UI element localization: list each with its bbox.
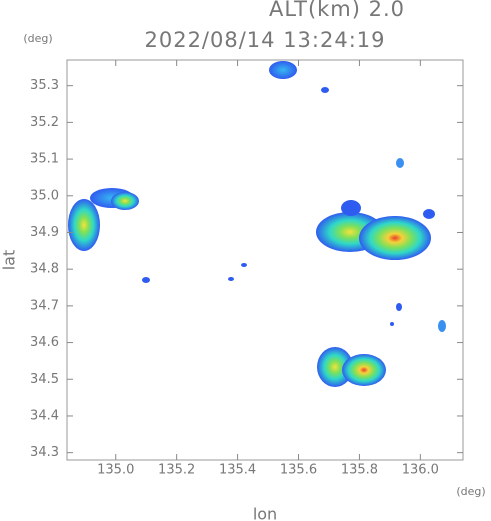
x-axis-label: lon <box>253 505 277 521</box>
x-tick-label: 136.0 <box>402 463 439 478</box>
x-unit: (deg) <box>456 485 485 498</box>
y-tick-label: 35.1 <box>30 152 59 167</box>
x-tick-label: 135.6 <box>280 463 317 478</box>
y-tick-label: 34.7 <box>30 298 59 313</box>
echoes <box>68 61 446 387</box>
y-tick-label: 34.6 <box>30 335 59 350</box>
altitude: ALT(km) 2.0 <box>269 0 405 21</box>
chart-title: 2022/08/14 13:24:19 <box>144 28 385 52</box>
y-tick-label: 35.2 <box>30 115 59 130</box>
y-tick-label: 34.8 <box>30 262 59 277</box>
y-tick-label: 35.3 <box>30 78 59 93</box>
y-tick-label: 34.4 <box>30 408 59 423</box>
x-tick-label: 135.4 <box>219 463 256 478</box>
y-tick-label: 34.5 <box>30 372 59 387</box>
x-tick-label: 135.0 <box>97 463 134 478</box>
y-tick-label: 34.3 <box>30 445 59 460</box>
y-tick-label: 35.0 <box>30 188 59 203</box>
y-unit: (deg) <box>23 32 52 45</box>
y-axis-label: lat <box>0 250 19 271</box>
y-tick-label: 34.9 <box>30 225 59 240</box>
x-tick-label: 135.2 <box>158 463 195 478</box>
x-tick-label: 135.8 <box>341 463 378 478</box>
plot-frame <box>66 59 464 461</box>
